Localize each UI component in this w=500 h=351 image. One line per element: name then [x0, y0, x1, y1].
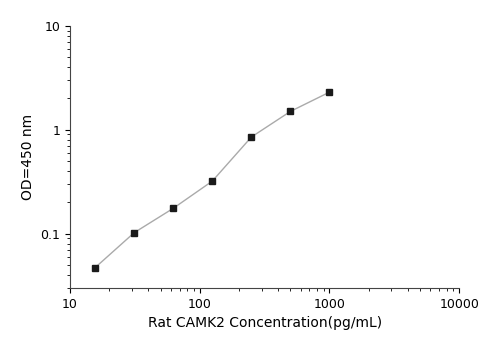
Y-axis label: OD=450 nm: OD=450 nm: [21, 114, 35, 200]
X-axis label: Rat CAMK2 Concentration(pg/mL): Rat CAMK2 Concentration(pg/mL): [148, 316, 382, 330]
